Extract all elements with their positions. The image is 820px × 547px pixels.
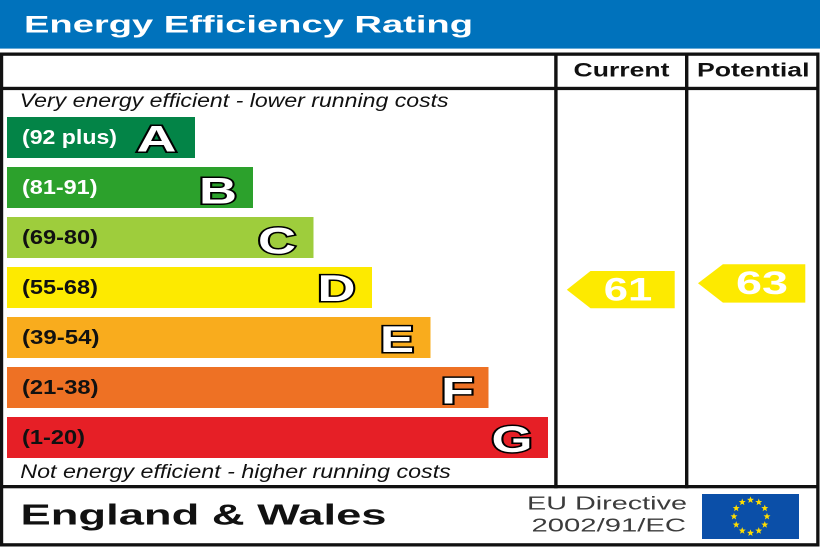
svg-text:Very energy efficient - lower: Very energy efficient - lower running co… <box>20 90 449 112</box>
svg-text:61: 61 <box>604 271 653 307</box>
svg-text:(21-38): (21-38) <box>22 376 99 399</box>
svg-text:C: C <box>258 221 296 262</box>
svg-text:(55-68): (55-68) <box>22 276 98 299</box>
svg-text:Current: Current <box>574 60 671 81</box>
svg-text:A: A <box>137 119 177 160</box>
svg-text:G: G <box>492 419 533 460</box>
svg-text:D: D <box>318 268 356 309</box>
svg-text:63: 63 <box>736 265 788 301</box>
svg-text:(39-54): (39-54) <box>22 326 100 349</box>
svg-text:F: F <box>441 371 474 412</box>
svg-text:EU Directive: EU Directive <box>527 493 687 514</box>
svg-text:Potential: Potential <box>697 60 810 81</box>
svg-text:Not energy efficient - higher: Not energy efficient - higher running co… <box>20 461 451 483</box>
svg-text:(1-20): (1-20) <box>22 426 85 449</box>
svg-text:2002/91/EC: 2002/91/EC <box>532 515 687 536</box>
svg-text:England & Wales: England & Wales <box>21 500 387 532</box>
svg-text:(92 plus): (92 plus) <box>22 126 117 149</box>
svg-text:E: E <box>380 319 414 360</box>
svg-text:(81-91): (81-91) <box>22 176 98 199</box>
svg-text:Energy Efficiency Rating: Energy Efficiency Rating <box>24 12 473 38</box>
svg-text:(69-80): (69-80) <box>22 226 98 249</box>
svg-text:B: B <box>199 171 237 212</box>
